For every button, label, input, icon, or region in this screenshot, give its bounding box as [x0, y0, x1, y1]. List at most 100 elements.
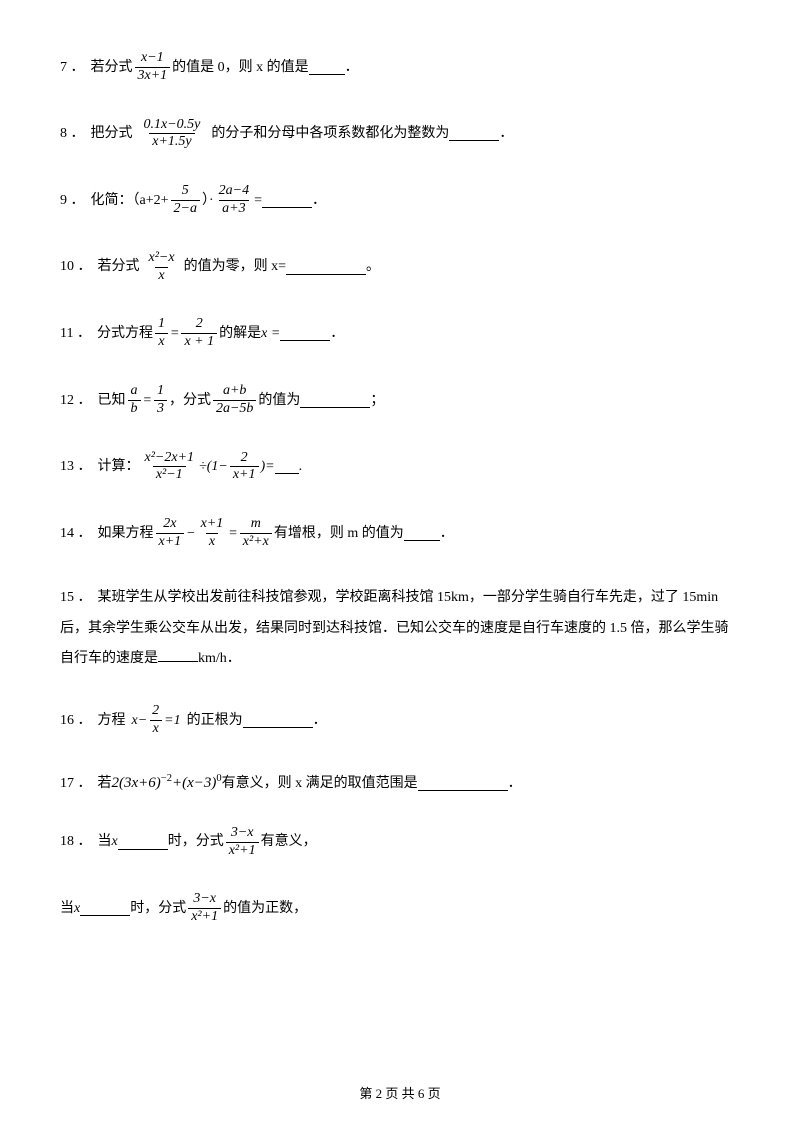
q7-frac-den: 3x+1	[135, 67, 171, 85]
q14-f2d: x	[206, 533, 218, 551]
q17-number: 17 ．	[60, 771, 92, 796]
q10-blank	[286, 260, 366, 275]
q14-f1n: 2x	[160, 516, 179, 533]
footer-prefix: 第	[359, 1086, 375, 1101]
q12-text2: ，分式	[169, 388, 211, 413]
problem-13: 13 ． 计算： x²−2x+1 x²−1 ÷(1− 2 x+1 )= .	[60, 450, 740, 485]
problem-18a: 18 ． 当 x 时，分式 3−x x²+1 有意义，	[60, 825, 740, 860]
q13-div: ÷(1−	[199, 454, 228, 479]
q16-text1: 方程	[98, 708, 126, 733]
q14-number: 14 ．	[60, 521, 92, 546]
q12-f3n: a+b	[220, 383, 249, 400]
q11-number: 11 ．	[60, 321, 91, 346]
q12-text4: ；	[370, 388, 384, 413]
q10-fn: x²−x	[146, 250, 178, 267]
q9-eq: =	[254, 188, 262, 213]
q12-frac2: 1 3	[154, 383, 167, 418]
q7-fraction: x−1 3x+1	[135, 50, 171, 85]
q9-f2d: a+3	[219, 200, 248, 218]
q17-text3: ．	[508, 771, 522, 796]
q18a-text2: 时，分式	[168, 829, 224, 854]
q8-text3: ．	[499, 121, 513, 146]
q13-f1d: x²−1	[153, 466, 186, 484]
q12-f2d: 3	[154, 400, 167, 418]
q8-number: 8 ．	[60, 121, 85, 146]
q9-f1d: 2−a	[171, 200, 200, 218]
q9-f2n: 2a−4	[216, 183, 252, 200]
q13-blank	[275, 459, 299, 474]
q10-fraction: x²−x x	[146, 250, 178, 285]
q13-f2n: 2	[238, 450, 251, 467]
q18b-text2: 时，分式	[130, 896, 186, 921]
q9-text3: ．	[312, 188, 326, 213]
q13-text3: .	[299, 454, 303, 479]
q7-blank	[309, 60, 345, 75]
q12-frac3: a+b 2a−5b	[213, 383, 256, 418]
problem-7: 7 ． 若分式 x−1 3x+1 的值是 0，则 x 的值是 ．	[60, 50, 740, 85]
q9-mid: ）·	[202, 188, 214, 213]
q10-number: 10 ．	[60, 254, 92, 279]
q16-expr-l: x−	[132, 708, 148, 733]
q11-xe: x =	[261, 321, 280, 346]
problem-18b: 当 x 时，分式 3−x x²+1 的值为正数，	[60, 891, 740, 926]
q9-number: 9 ．	[60, 188, 85, 213]
q18b-text3: 的值为正数，	[223, 896, 307, 921]
q11-eq: =	[170, 321, 179, 346]
q14-f3d: x²+x	[240, 533, 272, 551]
q18a-text3: 有意义，	[261, 829, 317, 854]
q18a-number: 18 ．	[60, 829, 92, 854]
q9-blank	[262, 193, 312, 208]
q11-text2: 的解是	[219, 321, 261, 346]
q12-number: 12 ．	[60, 388, 92, 413]
q8-frac-den: x+1.5y	[149, 133, 194, 151]
q10-text3: 。	[366, 254, 380, 279]
q16-text3: ．	[313, 708, 327, 733]
q11-f2d: x + 1	[181, 333, 217, 351]
q9-text1: 化简：（a+2+	[91, 188, 169, 213]
q16-fd: x	[150, 720, 162, 738]
problem-15: 15 ．某班学生从学校出发前往科技馆参观，学校距离科技馆 15km，一部分学生骑…	[60, 583, 740, 675]
q13-frac2: 2 x+1	[230, 450, 259, 485]
q12-blank	[300, 393, 370, 408]
q11-frac1: 1 x	[155, 316, 168, 351]
q14-frac2: x+1 x	[198, 516, 227, 551]
q11-f1n: 1	[155, 316, 168, 333]
problem-10: 10 ． 若分式 x²−x x 的值为零，则 x= 。	[60, 250, 740, 285]
q15-unit: km/h．	[198, 651, 241, 666]
q18b-blank	[80, 901, 130, 916]
q16-text2: 的正根为	[187, 708, 243, 733]
q13-frac1: x²−2x+1 x²−1	[142, 450, 198, 485]
q10-fd: x	[155, 267, 167, 285]
q11-text3: ．	[330, 321, 344, 346]
q16-number: 16 ．	[60, 708, 92, 733]
q14-minus: −	[186, 521, 195, 546]
q12-frac1: a b	[128, 383, 141, 418]
q11-f2n: 2	[193, 316, 206, 333]
q8-frac-num: 0.1x−0.5y	[141, 117, 204, 134]
q14-blank	[404, 526, 440, 541]
q7-text3: ．	[345, 55, 359, 80]
q15-blank	[158, 647, 198, 662]
q8-text2: 的分子和分母中各项系数都化为整数为	[211, 121, 449, 146]
q12-f3d: 2a−5b	[213, 400, 256, 418]
q16-fn: 2	[149, 703, 162, 720]
q18a-fn: 3−x	[228, 825, 257, 842]
q12-f1n: a	[128, 383, 141, 400]
q7-text1: 若分式	[91, 55, 133, 80]
q13-text1: 计算：	[98, 454, 140, 479]
q14-eq: =	[228, 521, 237, 546]
q17-blank	[418, 776, 508, 791]
q11-text1: 分式方程	[97, 321, 153, 346]
problem-9: 9 ． 化简：（a+2+ 5 2−a ）· 2a−4 a+3 = ．	[60, 183, 740, 218]
q18b-text1: 当	[60, 896, 74, 921]
footer-suffix: 页	[424, 1086, 440, 1101]
q12-f1d: b	[128, 400, 141, 418]
q12-text1: 已知	[98, 388, 126, 413]
q14-f3n: m	[248, 516, 264, 533]
q7-text2: 的值是 0，则 x 的值是	[172, 55, 309, 80]
q17-expr: 2(3x+6)−2+(x−3)0	[112, 770, 222, 797]
q9-frac1: 5 2−a	[171, 183, 200, 218]
footer-mid: 页 共	[382, 1086, 418, 1101]
page-footer: 第 2 页 共 6 页	[0, 1083, 800, 1102]
q18b-fn: 3−x	[190, 891, 219, 908]
